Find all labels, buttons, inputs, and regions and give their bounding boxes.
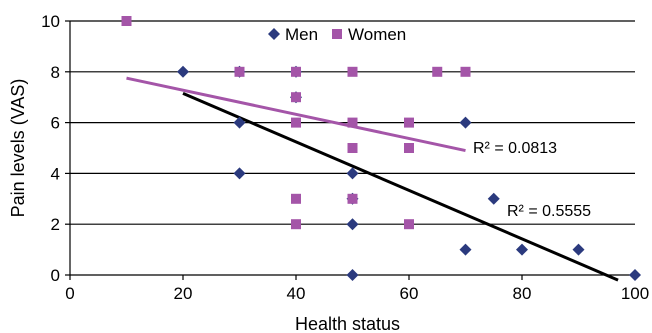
x-tick-label-80: 80	[513, 284, 532, 303]
y-tick-label-2: 2	[51, 215, 60, 234]
data-point-women-5	[291, 193, 301, 204]
y-tick-label-8: 8	[51, 63, 60, 82]
data-point-men-12	[487, 192, 500, 205]
data-point-women-14	[432, 66, 443, 77]
data-point-men-6	[346, 167, 359, 180]
r-squared-women-label: R² = 0.0813	[473, 140, 557, 157]
data-point-women-3	[291, 92, 301, 103]
data-point-women-15	[460, 66, 471, 77]
y-tick-label-10: 10	[41, 12, 60, 31]
data-point-women-11	[404, 117, 414, 128]
data-point-men-2	[233, 116, 246, 129]
data-point-men-8	[346, 218, 359, 231]
y-axis-title: Pain levels (VAS)	[8, 79, 28, 218]
data-point-women-0	[121, 16, 132, 26]
legend: Men Women	[268, 25, 406, 44]
data-point-men-15	[629, 269, 641, 281]
data-point-women-6	[291, 219, 301, 230]
data-point-women-7	[347, 66, 358, 77]
data-point-women-9	[347, 143, 358, 153]
trendline-men	[182, 92, 619, 282]
legend-item-women: Women	[332, 25, 406, 44]
data-point-men-11	[459, 243, 472, 256]
data-point-women-8	[347, 117, 358, 128]
legend-label-men: Men	[285, 25, 318, 44]
data-point-men-13	[516, 243, 528, 256]
y-tick-label-4: 4	[51, 164, 60, 183]
legend-marker-shape-women	[332, 29, 342, 39]
legend-marker-women	[332, 29, 342, 39]
data-point-men-14	[572, 243, 585, 256]
data-point-women-10	[347, 193, 358, 204]
data-point-women-1	[234, 66, 245, 77]
data-point-men-9	[346, 269, 359, 281]
trendlines	[126, 76, 619, 282]
x-tick-label-0: 0	[65, 284, 74, 303]
x-axis-title: Health status	[295, 314, 400, 333]
data-point-women-2	[291, 66, 301, 77]
data-point-women-13	[404, 219, 414, 230]
legend-item-men: Men	[268, 25, 318, 44]
y-tick-label-0: 0	[51, 266, 60, 285]
x-tick-label-100: 100	[621, 284, 649, 303]
x-tick-label-40: 40	[287, 284, 306, 303]
legend-marker-shape-men	[268, 28, 280, 40]
x-tick-label-60: 60	[400, 284, 419, 303]
x-tick-label-20: 20	[174, 284, 193, 303]
data-point-women-12	[404, 143, 414, 153]
legend-label-women: Women	[348, 25, 406, 44]
data-point-men-10	[459, 116, 472, 129]
data-point-men-0	[177, 65, 189, 78]
trendline-women	[126, 76, 466, 153]
data-points	[121, 16, 641, 281]
legend-marker-men	[268, 28, 280, 40]
data-point-men-3	[233, 167, 246, 180]
r-squared-men-label: R² = 0.5555	[507, 203, 591, 220]
y-tick-label-6: 6	[51, 114, 60, 133]
data-point-women-4	[291, 117, 301, 128]
